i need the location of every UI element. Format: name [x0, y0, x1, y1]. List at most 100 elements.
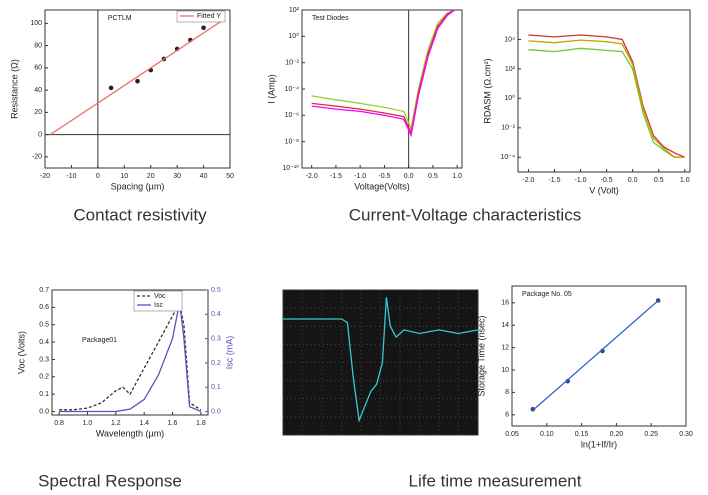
- y-axis-title: Voc (Volts): [16, 331, 26, 374]
- x-tick-label: 0.25: [644, 431, 658, 438]
- x-tick-label: 1.8: [196, 420, 206, 427]
- legend-label: Voc: [154, 293, 166, 300]
- y-tick-label: 10⁰: [504, 94, 515, 102]
- y-tick-label: 10⁴: [504, 36, 515, 43]
- y-tick-label: 0.1: [39, 391, 49, 398]
- panel: -20 -10 0 10 20 30 40 50 -20 0 20 40 60 80 100 Spacing …: [9, 9, 234, 191]
- y-axis-title: RDASM (Ω.cm²): [482, 58, 492, 123]
- x-axis-title: ln(1+If/Ir): [581, 439, 617, 449]
- x-tick-label: 0.10: [540, 431, 554, 438]
- data-point: [135, 78, 140, 84]
- y-tick-label: 10⁻⁸: [285, 139, 299, 146]
- y-tick-label: 0.4: [39, 339, 49, 346]
- x-axis-title: Voltage(Volts): [354, 181, 410, 191]
- x-tick-label: 1.0: [680, 177, 690, 184]
- y2-tick-label: 0.0: [211, 408, 221, 415]
- x-axis-title: V (Volt): [589, 185, 619, 195]
- series-line: [49, 18, 226, 136]
- data-point: [201, 25, 206, 31]
- x-tick-label: 1.2: [111, 420, 121, 427]
- panel: -2.0 -1.5 -1.0 -0.5 0.0 0.5 1.0 10⁻⁴ 10⁻² 10⁰ 10² 1…: [482, 9, 691, 195]
- y-tick-label: 20: [34, 109, 42, 116]
- x-tick-label: 1.4: [139, 420, 149, 427]
- x-tick-label: 10: [120, 173, 128, 180]
- x-tick-label: -2.0: [522, 177, 534, 184]
- data-point: [108, 85, 114, 91]
- y-axis-title: Resistance (Ω): [9, 59, 19, 119]
- y-tick-label: 10⁻⁴: [501, 154, 516, 161]
- x-tick-label: -0.5: [378, 173, 390, 180]
- x-tick-label: -20: [40, 173, 50, 180]
- y2-tick-label: 0.5: [211, 287, 221, 294]
- y-tick-label: 12: [501, 344, 509, 351]
- y-tick-label: 40: [34, 87, 42, 94]
- x-tick-label: 0.15: [575, 431, 589, 438]
- x-tick-label: 0.0: [404, 173, 414, 180]
- x-axis-title: Spacing (µm): [111, 181, 165, 191]
- x-tick-label: 50: [226, 173, 234, 180]
- x-tick-label: 1.0: [83, 420, 93, 427]
- panel: [282, 289, 479, 436]
- x-tick-label: 0.5: [654, 177, 664, 184]
- x-tick-label: 40: [200, 173, 208, 180]
- series-line: [528, 39, 685, 158]
- data-point: [530, 406, 536, 412]
- x-tick-label: 0.0: [628, 177, 638, 184]
- x-tick-label: -1.0: [354, 173, 366, 180]
- y2-tick-label: 0.2: [211, 360, 221, 367]
- x-tick-label: -1.0: [575, 177, 587, 184]
- y-axis-title: Storage Time (nsec): [476, 315, 486, 396]
- y-tick-label: 10⁻⁴: [285, 86, 300, 93]
- x-tick-label: 0.5: [428, 173, 438, 180]
- legend-label: Fitted Y: [197, 13, 221, 20]
- x-tick-label: 30: [173, 173, 181, 180]
- series-line: [59, 302, 202, 413]
- y-tick-label: 10²: [289, 7, 300, 14]
- series-line: [59, 302, 202, 411]
- y-tick-label: -20: [32, 154, 42, 161]
- x-tick-label: -0.5: [601, 177, 613, 184]
- y-tick-label: 10⁻¹⁰: [282, 164, 299, 172]
- y-tick-label: 10⁰: [288, 32, 299, 40]
- x-tick-label: -1.5: [548, 177, 560, 184]
- y-tick-label: 100: [30, 20, 42, 27]
- caption: Contact resistivity: [73, 205, 207, 224]
- x-tick-label: 0.30: [679, 431, 693, 438]
- y-tick-label: 0.5: [39, 322, 49, 329]
- y2-axis-title: Isc (mA): [224, 336, 234, 370]
- series-line: [528, 34, 686, 158]
- annotation: PCTLM: [108, 15, 132, 22]
- panel: -2.0 -1.5 -1.0 -0.5 0.0 0.5 1.0 10⁻¹⁰ 10⁻⁸ 10⁻⁶ 10…: [266, 7, 463, 191]
- legend-label: Isc: [154, 302, 163, 309]
- x-tick-label: -10: [66, 173, 76, 180]
- annotation: Test Diodes: [312, 15, 349, 22]
- panel: 0.05 0.10 0.15 0.20 0.25 0.30 6 8 10 12 14 16 ln(1+I…: [476, 285, 693, 449]
- y-tick-label: 16: [501, 300, 509, 307]
- y-tick-label: 80: [34, 42, 42, 49]
- y-tick-label: 0.7: [39, 287, 49, 294]
- y-tick-label: 6: [505, 412, 509, 419]
- x-tick-label: 0: [96, 173, 100, 180]
- panel: 0.8 1.0 1.2 1.4 1.6 1.8 0.0 0.1 0.2 0.3 0.4 0.5 0.6 0…: [16, 287, 234, 439]
- y2-tick-label: 0.3: [211, 335, 221, 342]
- legend-box: [133, 290, 183, 312]
- y-tick-label: 8: [505, 389, 509, 396]
- x-tick-label: 20: [147, 173, 155, 180]
- y-axis-title: I (Amp): [266, 74, 276, 104]
- annotation: Package01: [82, 337, 117, 344]
- y-tick-label: 60: [34, 65, 42, 72]
- annotation: Package No. 05: [522, 291, 572, 298]
- series-line: [311, 9, 456, 138]
- caption: Spectral Response: [38, 471, 182, 490]
- caption: Current-Voltage characteristics: [349, 205, 581, 224]
- y2-tick-label: 0.1: [211, 384, 221, 391]
- y-tick-label: 0.3: [39, 356, 49, 363]
- x-tick-label: 0.05: [505, 431, 519, 438]
- x-axis-title: Wavelength (µm): [96, 428, 164, 438]
- y-tick-label: 0.0: [39, 408, 49, 415]
- y-tick-label: 0.6: [39, 304, 49, 311]
- x-tick-label: 1.6: [168, 420, 178, 427]
- y-tick-label: 10: [501, 367, 509, 374]
- y-tick-label: 10²: [505, 66, 516, 73]
- plot-frame: [301, 9, 463, 169]
